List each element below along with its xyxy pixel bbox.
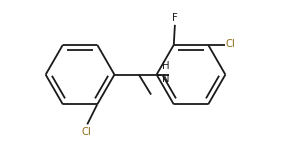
Text: F: F <box>172 13 178 23</box>
Text: H: H <box>162 61 169 71</box>
Text: Cl: Cl <box>226 39 236 49</box>
Text: Cl: Cl <box>81 127 91 137</box>
Text: N: N <box>162 74 169 84</box>
